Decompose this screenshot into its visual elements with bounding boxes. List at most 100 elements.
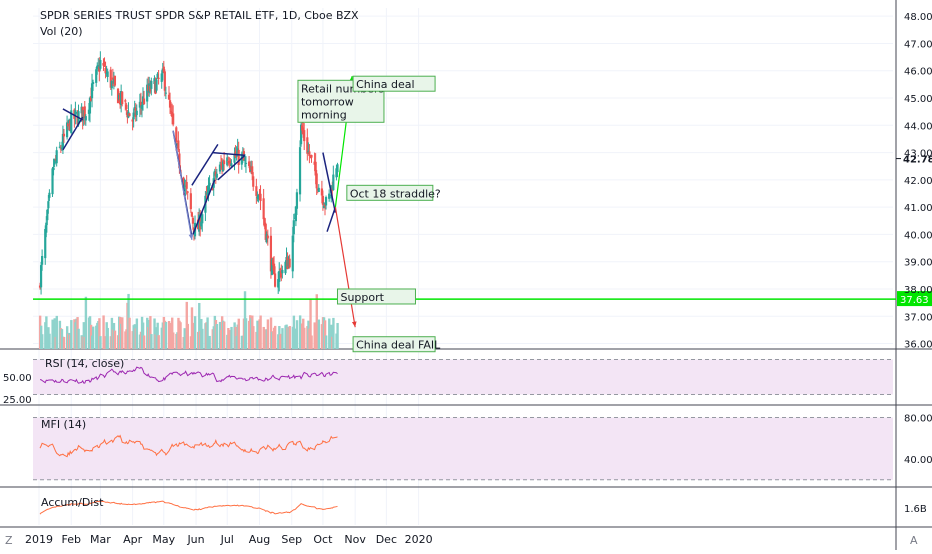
x-tick-label: Aug (249, 533, 270, 546)
candle-body (132, 112, 135, 120)
candle-body (189, 193, 192, 210)
annotation-support-box (336, 288, 416, 305)
ad-pane: 1.6B (39, 500, 927, 515)
candle-body (111, 77, 114, 80)
candle-body (162, 66, 165, 73)
pattern-arrow-head (188, 234, 194, 240)
volume-bar (70, 320, 73, 349)
pattern-line (212, 151, 245, 157)
pattern-line (62, 116, 84, 151)
indicator-band (33, 417, 893, 480)
volume-bar (281, 328, 284, 349)
candle-body (106, 71, 109, 77)
x-tick-label: Mar (90, 533, 111, 546)
candle-body (264, 223, 267, 240)
y-tick-label: 48.00 (904, 12, 932, 23)
indicator-line (39, 366, 338, 384)
volume-bar (106, 327, 109, 349)
indicator-tick-label: 40.00 (904, 455, 932, 466)
volume-bar (273, 325, 277, 349)
x-tick-label: 2019 (25, 533, 53, 546)
candle-body (61, 133, 65, 148)
pattern-line (326, 206, 337, 232)
candle-body (191, 217, 195, 224)
annotation-china-fail-box (352, 336, 436, 353)
candle-body (244, 162, 248, 164)
y-tick-label: 43.00 (904, 149, 932, 160)
candle-body (295, 192, 299, 209)
candle-body (55, 150, 58, 164)
candle-body (190, 212, 193, 217)
candle-body (59, 148, 62, 150)
candle-body (221, 161, 225, 171)
price-axis: 48.00 47.00 46.00 45.00 44.00 43.00 42.00 41.00… (904, 12, 932, 350)
volume-bar (223, 321, 226, 349)
volume-bar (99, 336, 102, 349)
y-tick-label: 38.00 (904, 285, 932, 296)
ad-title: Accum/Dist (41, 496, 104, 509)
y-tick-label: 42.00 (904, 176, 932, 187)
pattern-line (322, 152, 337, 213)
candle-body (230, 163, 233, 166)
candle-body (160, 73, 163, 82)
pattern-drawings (62, 76, 357, 328)
y-tick-label: 41.00 (904, 203, 932, 214)
candle-body (269, 235, 273, 272)
mfi-title: MFI (14) (41, 418, 86, 431)
candle-body (247, 161, 251, 167)
last-price-label: 42.78 (903, 155, 932, 166)
candle-body (288, 258, 291, 268)
candle-body (91, 82, 95, 84)
volume-bar (41, 334, 44, 349)
pattern-arrow (172, 130, 193, 240)
candle-body (75, 111, 78, 113)
candle-body (67, 123, 70, 127)
candle-body (259, 193, 262, 202)
timezone-icon[interactable]: Z (5, 534, 13, 547)
pattern-line (62, 108, 84, 121)
volume-bar (128, 317, 131, 349)
candle-body (84, 116, 87, 121)
chart-title: SPDR SERIES TRUST SPDR S&P RETAIL ETF, 1… (40, 9, 359, 22)
candle-body (322, 205, 326, 208)
volume-bar (179, 322, 182, 349)
volume-bar (295, 320, 299, 349)
candle-body (65, 122, 69, 138)
candle-body (272, 263, 276, 275)
candle-body (233, 154, 236, 163)
annotation-china-deal-box (352, 75, 436, 92)
x-tick-label: Oct (313, 533, 333, 546)
candle-body (178, 153, 181, 169)
candle-body (131, 119, 134, 122)
candle-body (95, 69, 98, 83)
indicator-tick-label: 50.00 (3, 373, 32, 384)
candle-body (52, 167, 55, 171)
candle-body (281, 269, 284, 274)
candle-body (62, 133, 66, 137)
volume-label: Vol (20) (40, 25, 83, 38)
candle-body (329, 194, 332, 197)
candle-body (257, 194, 260, 199)
candle-body (70, 110, 73, 133)
candle-body (146, 84, 149, 102)
volume-bar (186, 323, 190, 349)
indicator-line (39, 434, 338, 458)
volume-bar (48, 333, 51, 349)
volume-bar (82, 322, 86, 349)
candle-body (201, 214, 204, 224)
volume-bar (215, 323, 219, 349)
candle-body (314, 161, 317, 176)
candle-body (315, 173, 318, 189)
annotation-retail-text: tomorrow (301, 95, 354, 108)
candle-body (278, 271, 281, 282)
x-tick-label: May (152, 533, 175, 546)
pattern-line (217, 154, 246, 181)
candle-body (104, 67, 107, 74)
candle-body (155, 79, 158, 91)
auto-scale-icon[interactable]: A (910, 534, 918, 547)
candle-body (266, 235, 269, 239)
pattern-line (192, 179, 216, 235)
volume-bar (303, 327, 306, 349)
